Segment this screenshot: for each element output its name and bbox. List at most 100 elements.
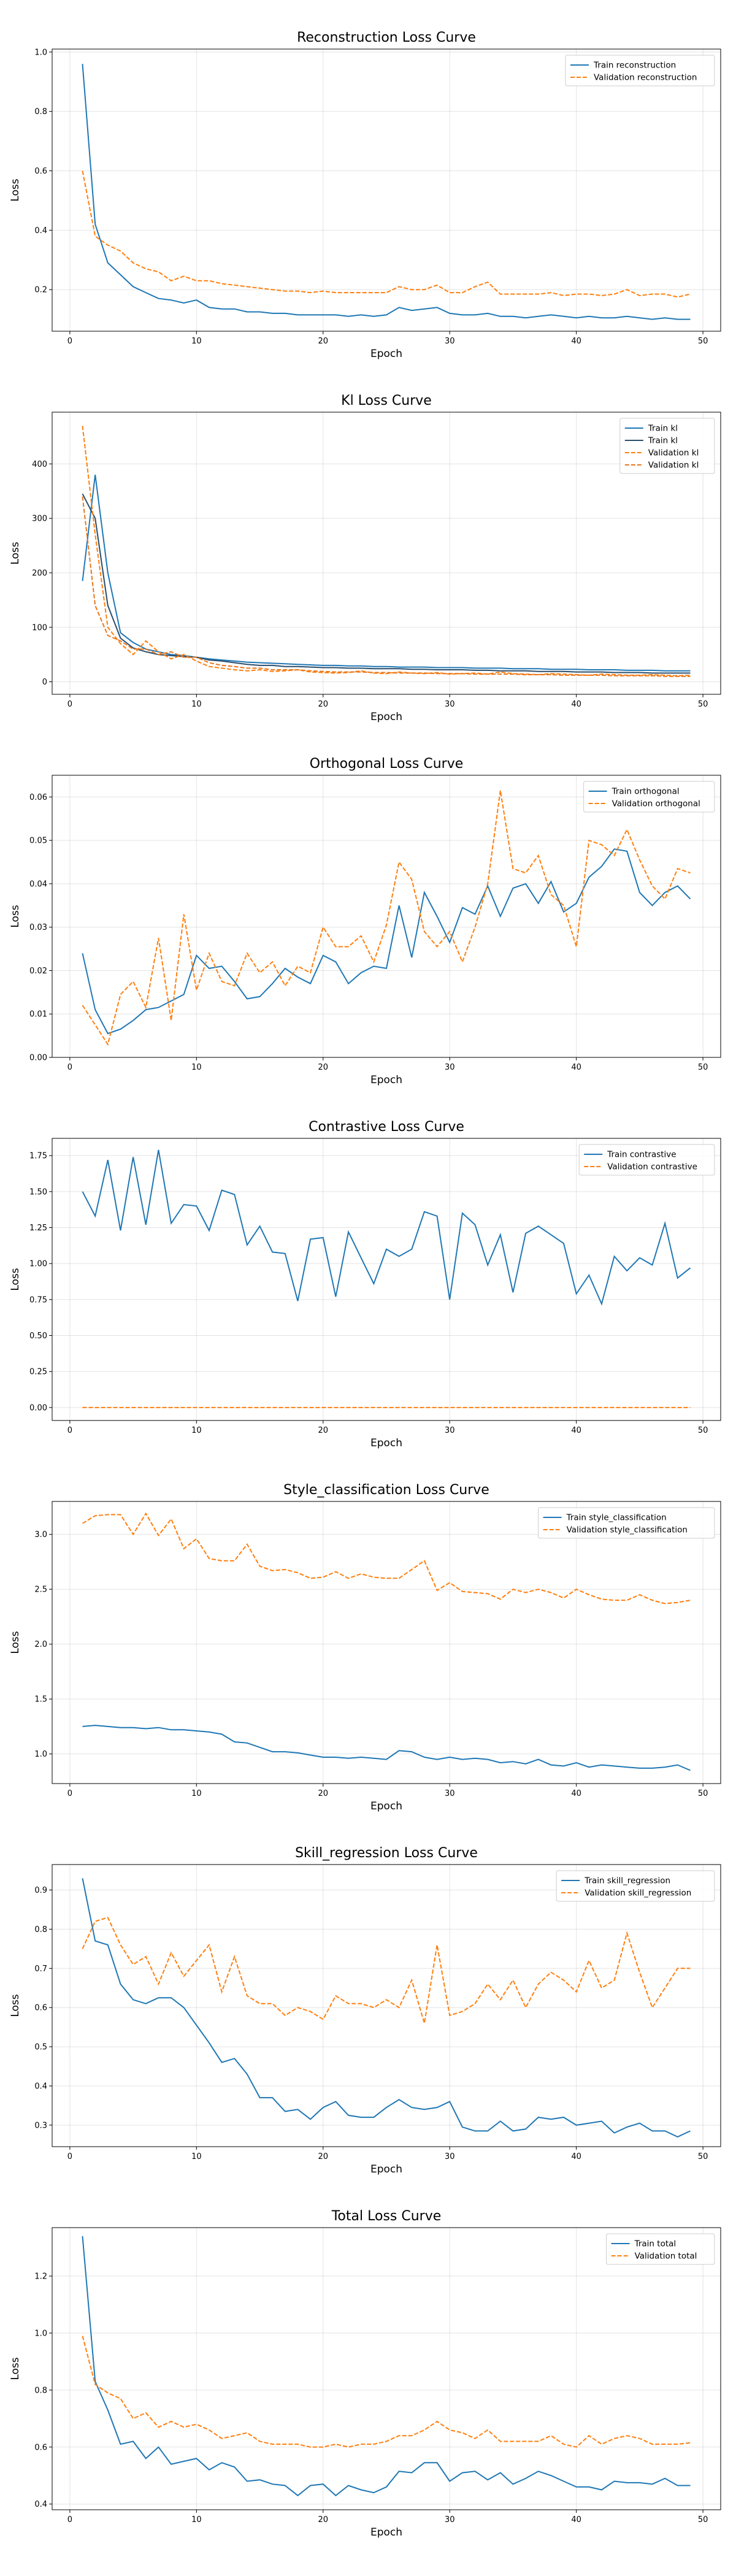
x-tick-label: 40 bbox=[571, 337, 581, 346]
series-line-1 bbox=[82, 1878, 691, 2138]
chart-panel-5: Style_classification Loss Curve 0 10 20 30 40… bbox=[9, 1482, 721, 1812]
legend: Train orthogonal Validation orthogonal bbox=[583, 781, 715, 813]
y-tick-label: 0.00 bbox=[29, 1403, 47, 1413]
y-tick-label: 0.3 bbox=[34, 2121, 47, 2130]
y-tick-label: 100 bbox=[32, 623, 47, 632]
y-tick-label: 0.7 bbox=[34, 1965, 47, 1974]
x-tick-label: 10 bbox=[191, 2515, 202, 2524]
series-line-1 bbox=[82, 64, 691, 320]
x-tick-label: 50 bbox=[698, 1063, 708, 1072]
series-line-3 bbox=[82, 426, 691, 677]
series-line-1 bbox=[82, 474, 691, 672]
series-line-2 bbox=[82, 2336, 691, 2448]
y-tick-label: 0.01 bbox=[29, 1010, 47, 1019]
y-tick-label: 0.8 bbox=[34, 2386, 47, 2395]
legend-box bbox=[578, 1144, 715, 1176]
x-tick-label: 20 bbox=[318, 2152, 329, 2161]
legend: Train style_classification Validation sty… bbox=[538, 1507, 715, 1539]
x-tick-label: 40 bbox=[571, 1789, 581, 1798]
legend-label: Train reconstruction bbox=[593, 61, 676, 71]
y-tick-label: 1.0 bbox=[34, 48, 47, 57]
x-tick-label: 0 bbox=[67, 1426, 72, 1435]
x-tick-label: 30 bbox=[445, 700, 455, 709]
x-axis-label: Epoch bbox=[370, 1074, 402, 1086]
series-line-2 bbox=[82, 790, 691, 1046]
y-axis-label: Loss bbox=[9, 2357, 21, 2380]
x-tick-label: 40 bbox=[571, 700, 581, 709]
x-axis-label: Epoch bbox=[370, 1437, 402, 1449]
legend-label: Validation kl bbox=[648, 461, 699, 470]
legend-box bbox=[565, 55, 715, 86]
legend: Train skill_regression Validation skill_r… bbox=[556, 1870, 715, 1902]
legend-label: Train orthogonal bbox=[611, 787, 680, 797]
legend-label: Validation reconstruction bbox=[594, 73, 697, 83]
x-tick-label: 50 bbox=[698, 2515, 708, 2524]
axes-frame bbox=[52, 412, 721, 695]
y-tick-label: 0.4 bbox=[34, 2082, 47, 2091]
y-axis-label: Loss bbox=[9, 542, 21, 564]
legend-label: Train kl bbox=[648, 436, 678, 446]
series-line-4 bbox=[82, 496, 691, 677]
y-tick-label: 0.5 bbox=[34, 2043, 47, 2052]
legend: Train contrastive Validation contrastive bbox=[578, 1144, 715, 1176]
chart-title: Skill_regression Loss Curve bbox=[295, 1846, 478, 1861]
chart-panel-2: Kl Loss Curve 0 10 20 30 40 50 0 100 200 300 400 Epo… bbox=[9, 393, 721, 723]
y-tick-label: 0.06 bbox=[29, 793, 47, 802]
y-tick-label: 1.50 bbox=[29, 1187, 47, 1197]
legend: Train total Validation total bbox=[606, 2233, 715, 2265]
legend-label: Validation style_classification bbox=[567, 1525, 688, 1535]
legend-label: Validation contrastive bbox=[607, 1162, 697, 1172]
y-tick-label: 1.0 bbox=[34, 2329, 47, 2338]
chart-panel-7: Total Loss Curve 0 10 20 30 40 50 0.4 0.6 0.8 1.0 1… bbox=[9, 2209, 721, 2539]
chart-title: Total Loss Curve bbox=[331, 2209, 442, 2224]
x-tick-label: 20 bbox=[318, 700, 329, 709]
axes-frame bbox=[52, 1501, 721, 1784]
y-tick-label: 1.2 bbox=[34, 2272, 47, 2281]
y-axis-label: Loss bbox=[9, 905, 21, 927]
legend-label: Validation total bbox=[635, 2252, 697, 2261]
x-tick-label: 40 bbox=[571, 2152, 581, 2161]
y-tick-label: 1.25 bbox=[29, 1224, 47, 1233]
x-tick-label: 10 bbox=[191, 700, 202, 709]
legend-box bbox=[538, 1507, 715, 1539]
y-tick-label: 0.02 bbox=[29, 967, 47, 976]
x-axis-label: Epoch bbox=[370, 2163, 402, 2175]
x-tick-label: 20 bbox=[318, 337, 329, 346]
series-line-2 bbox=[82, 1512, 691, 1604]
chart-title: Kl Loss Curve bbox=[341, 393, 432, 408]
axes-frame bbox=[52, 1864, 721, 2147]
series-line-1 bbox=[82, 2236, 691, 2497]
x-tick-label: 40 bbox=[571, 1426, 581, 1435]
x-tick-label: 10 bbox=[191, 1063, 202, 1072]
y-axis-label: Loss bbox=[9, 1268, 21, 1290]
y-tick-label: 0.4 bbox=[34, 2500, 47, 2509]
y-tick-label: 0.8 bbox=[34, 1925, 47, 1934]
x-tick-label: 50 bbox=[698, 700, 708, 709]
x-tick-label: 20 bbox=[318, 1426, 329, 1435]
y-tick-label: 0.75 bbox=[29, 1295, 47, 1305]
y-tick-label: 0.9 bbox=[34, 1886, 47, 1895]
x-tick-label: 40 bbox=[571, 2515, 581, 2524]
series-line-2 bbox=[82, 1917, 691, 2024]
series-line-1 bbox=[82, 1725, 691, 1771]
x-tick-label: 0 bbox=[67, 2515, 72, 2524]
axes-frame bbox=[52, 775, 721, 1058]
y-axis-label: Loss bbox=[9, 178, 21, 201]
x-tick-label: 0 bbox=[67, 1789, 72, 1798]
y-tick-label: 0.50 bbox=[29, 1332, 47, 1341]
legend-label: Train skill_regression bbox=[584, 1876, 670, 1886]
y-tick-label: 2.0 bbox=[34, 1640, 47, 1649]
legend-box bbox=[619, 418, 715, 474]
series-line-2 bbox=[82, 171, 691, 298]
y-tick-label: 0.04 bbox=[29, 880, 47, 889]
series-line-1 bbox=[82, 848, 691, 1035]
x-tick-label: 10 bbox=[191, 1789, 202, 1798]
legend-box bbox=[583, 781, 715, 813]
y-tick-label: 0.00 bbox=[29, 1054, 47, 1063]
x-tick-label: 40 bbox=[571, 1063, 581, 1072]
x-tick-label: 10 bbox=[191, 1426, 202, 1435]
x-axis-label: Epoch bbox=[370, 711, 402, 723]
x-tick-label: 0 bbox=[67, 2152, 72, 2161]
y-tick-label: 0.8 bbox=[34, 107, 47, 117]
